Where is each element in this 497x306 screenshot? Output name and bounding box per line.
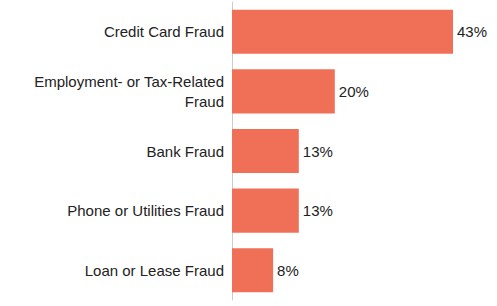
svg-text:Fraud: Fraud	[185, 93, 224, 110]
svg-text:Loan or Lease Fraud: Loan or Lease Fraud	[85, 262, 224, 279]
svg-text:20%: 20%	[339, 83, 369, 100]
svg-text:13%: 13%	[303, 202, 333, 219]
svg-text:Employment- or Tax-Related: Employment- or Tax-Related	[34, 73, 224, 90]
svg-text:Bank Fraud: Bank Fraud	[146, 143, 224, 160]
svg-text:43%: 43%	[457, 23, 487, 40]
svg-text:13%: 13%	[303, 143, 333, 160]
svg-text:Phone or Utilities Fraud: Phone or Utilities Fraud	[67, 202, 224, 219]
svg-text:Credit Card Fraud: Credit Card Fraud	[104, 23, 224, 40]
svg-text:8%: 8%	[277, 262, 299, 279]
